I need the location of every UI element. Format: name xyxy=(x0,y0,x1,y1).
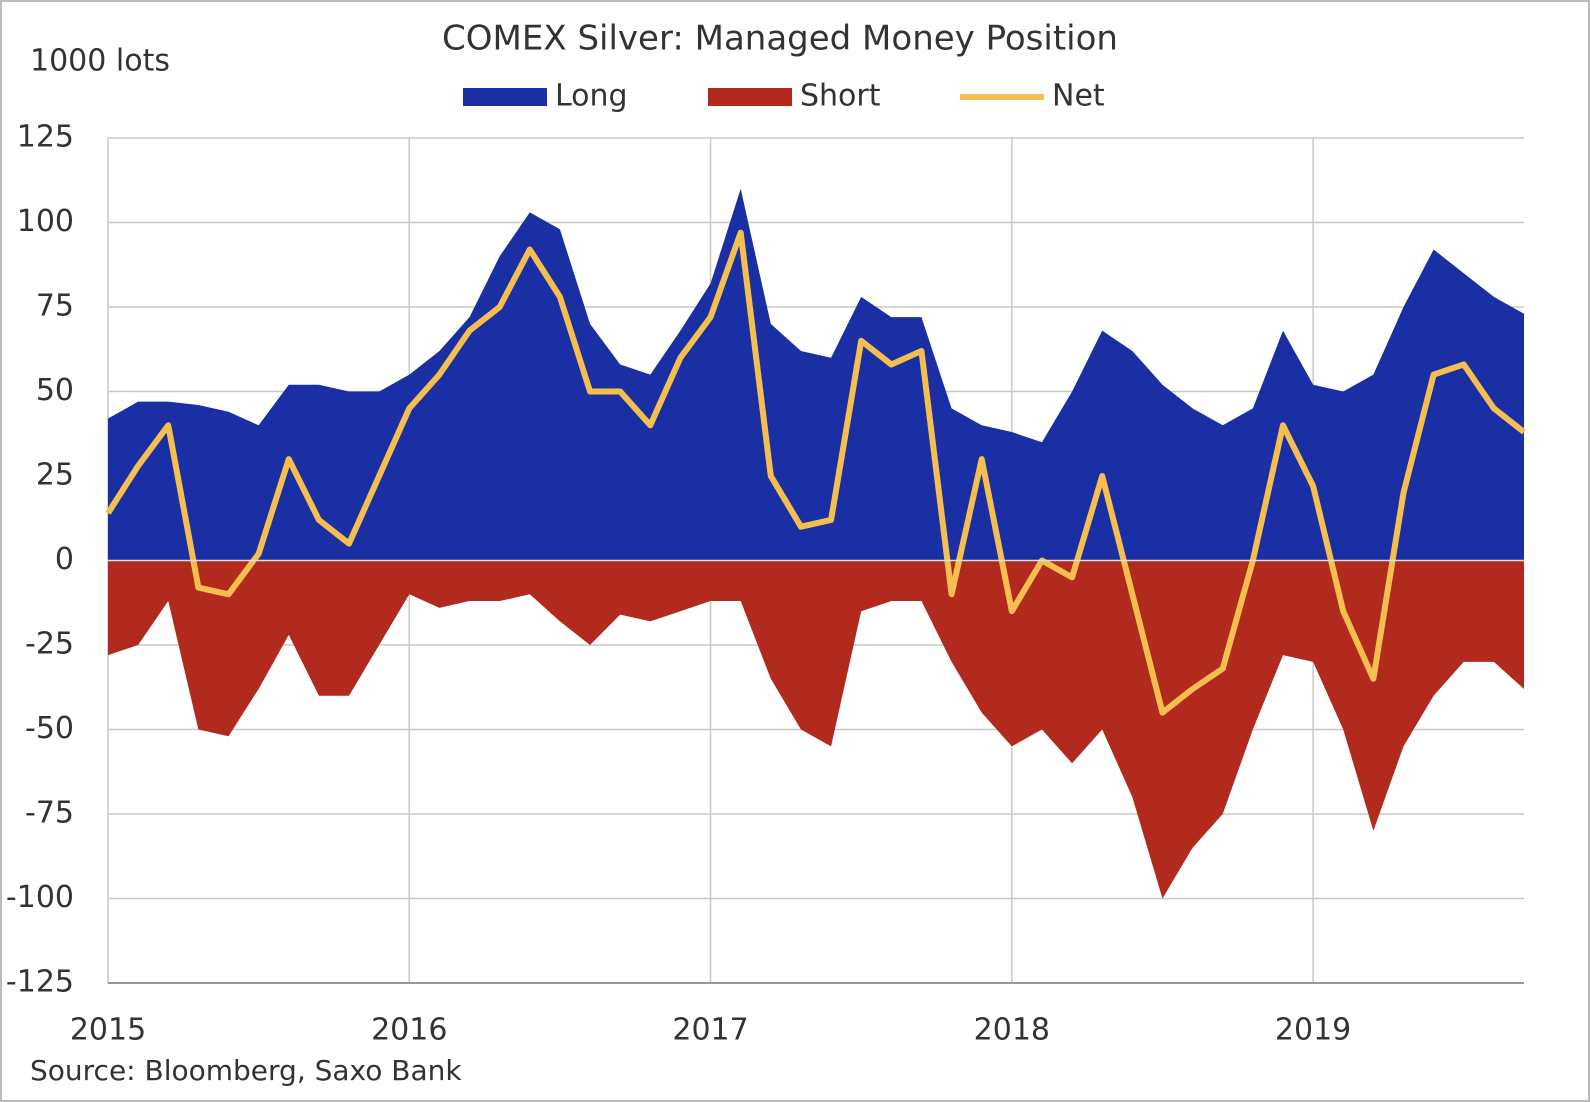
y-tick-label: 125 xyxy=(17,120,74,155)
area-1 xyxy=(108,560,1524,899)
y-tick-label: -25 xyxy=(25,627,74,662)
y-axis-label: 1000 lots xyxy=(30,44,170,79)
source: Source: Bloomberg, Saxo Bank xyxy=(30,1054,462,1087)
y-tick-label: -100 xyxy=(6,880,74,915)
legend-label: Net xyxy=(1052,79,1105,114)
legend-swatch xyxy=(960,94,1044,100)
y-tick-label: -125 xyxy=(6,965,74,1000)
y-tick-label: 50 xyxy=(36,373,74,408)
y-tick-label: 100 xyxy=(17,204,74,239)
legend-label: Long xyxy=(555,79,628,114)
x-tick-label: 2015 xyxy=(70,1013,146,1048)
y-tick-label: -75 xyxy=(25,796,74,831)
legend-swatch xyxy=(463,88,547,106)
line-2 xyxy=(105,229,1526,716)
x-tick-label: 2018 xyxy=(974,1013,1050,1048)
y-tick-label: 25 xyxy=(36,458,74,493)
chart-title: COMEX Silver: Managed Money Position xyxy=(442,19,1118,59)
x-tick-label: 2019 xyxy=(1275,1013,1351,1048)
area-0 xyxy=(108,188,1524,561)
x-tick-label: 2016 xyxy=(371,1013,447,1048)
legend-label: Short xyxy=(800,79,881,114)
legend-swatch xyxy=(708,88,792,106)
y-tick-label: 75 xyxy=(36,289,74,324)
y-tick-label: 0 xyxy=(55,542,74,577)
y-tick-label: -50 xyxy=(25,711,74,746)
x-tick-label: 2017 xyxy=(672,1013,748,1048)
